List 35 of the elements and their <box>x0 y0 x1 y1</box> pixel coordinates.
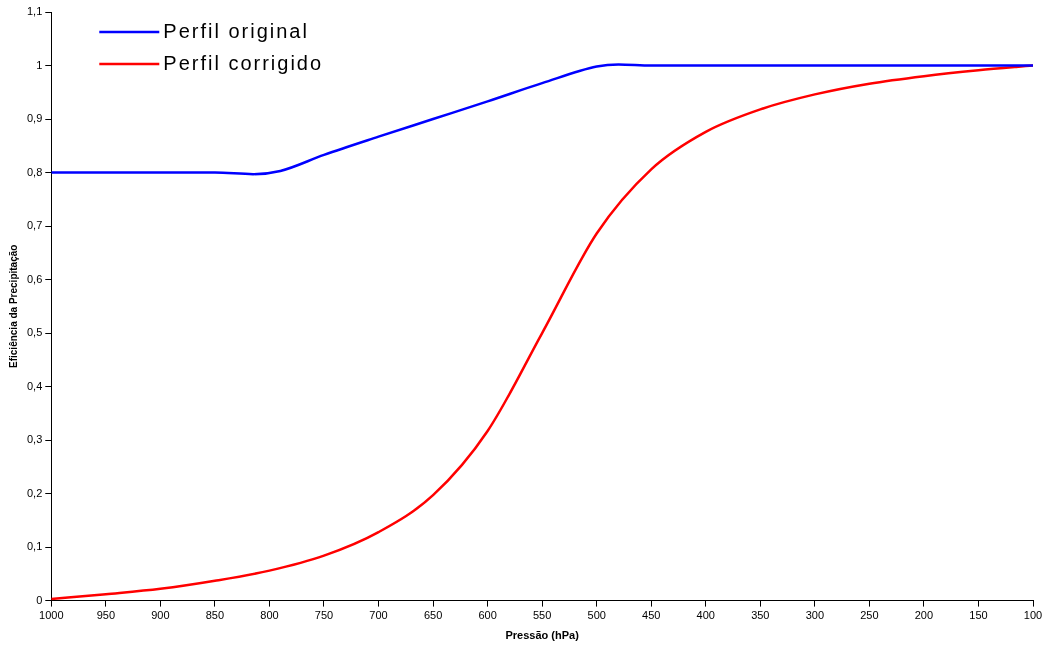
x-tick-label: 750 <box>314 609 334 622</box>
x-tick-label: 300 <box>805 609 825 622</box>
x-tick-label: 650 <box>423 609 443 622</box>
x-tick-label: 1000 <box>39 609 64 622</box>
x-tick-label: 700 <box>369 609 388 622</box>
y-tick-label: 0,3 <box>26 433 43 446</box>
x-tick-label: 350 <box>751 609 770 622</box>
y-tick-label: 0,8 <box>26 165 43 178</box>
x-tick-label: 950 <box>96 609 116 622</box>
legend-label: Perfil corrigido <box>163 51 324 74</box>
x-tick-label: 100 <box>1023 609 1043 622</box>
x-tick-label: 150 <box>969 609 988 622</box>
y-tick-label: 0,2 <box>26 486 43 499</box>
x-tick-label: 200 <box>914 609 934 622</box>
x-tick-label: 250 <box>860 609 879 622</box>
y-tick-label: 1 <box>36 58 43 71</box>
y-tick-label: 0,6 <box>26 272 43 285</box>
x-axis-title: Pressão (hPa) <box>505 629 580 642</box>
x-tick-label: 450 <box>642 609 661 622</box>
y-tick-label: 0 <box>36 593 43 606</box>
y-tick-label: 0,7 <box>26 219 43 232</box>
y-tick-label: 0,1 <box>26 540 43 553</box>
legend-label: Perfil original <box>163 19 309 42</box>
x-tick-label: 800 <box>260 609 279 622</box>
x-tick-label: 900 <box>151 609 170 622</box>
x-tick-label: 400 <box>696 609 715 622</box>
x-tick-label: 500 <box>587 609 606 622</box>
y-tick-label: 0,5 <box>26 326 43 339</box>
x-tick-label: 850 <box>205 609 225 622</box>
y-tick-label: 0,4 <box>26 379 43 392</box>
x-tick-label: 550 <box>532 609 552 622</box>
x-tick-label: 600 <box>478 609 497 622</box>
y-tick-label: 0,9 <box>26 112 43 125</box>
y-axis-title: Eficiência da Precipitação <box>7 244 19 368</box>
y-tick-label: 1,1 <box>26 5 43 18</box>
